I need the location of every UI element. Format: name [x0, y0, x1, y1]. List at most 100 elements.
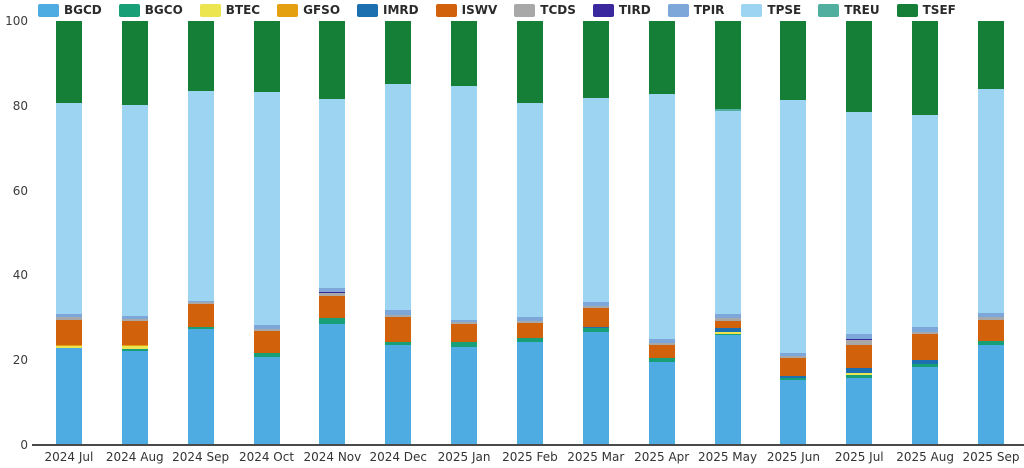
bar-segment-tcds: [253, 328, 280, 331]
bar-segment-bgcd: [187, 328, 214, 445]
x-axis-label: 2025 Jun: [766, 450, 820, 464]
bar-segment-iswv: [451, 324, 478, 343]
plot-area: [36, 21, 1024, 445]
legend-item-tcds[interactable]: TCDS: [514, 3, 576, 17]
x-axis-label: 2024 Aug: [105, 450, 164, 464]
legend-swatch-tcds: [514, 3, 536, 17]
bar-segment-iswv: [780, 357, 807, 376]
x-axis-label: 2024 Nov: [303, 450, 362, 464]
y-axis-tick-label-40: 40: [12, 268, 28, 283]
bar-segment-bgco: [912, 363, 939, 367]
bar-segment-tpse: [319, 99, 346, 288]
bar-segment-btec: [121, 345, 148, 349]
legend-item-tpse[interactable]: TPSE: [741, 3, 801, 17]
bar-segment-tpir: [55, 313, 82, 317]
bar-segment-tcds: [846, 339, 873, 345]
bar-segment-tpse: [451, 85, 478, 321]
bar-segment-tpse: [846, 112, 873, 335]
bar-segment-tsef: [451, 21, 478, 86]
bar-segment-iswv: [714, 320, 741, 329]
bar-segment-tird: [846, 338, 873, 340]
legend-label: BGCD: [64, 3, 102, 17]
bar-segment-tsef: [780, 21, 807, 100]
bar-segment-iswv: [912, 334, 939, 361]
bar-segment-iswv: [121, 321, 148, 345]
bar-segment-tpir: [319, 287, 346, 292]
bar-segment-tird: [319, 291, 346, 293]
bar-2024-nov: [299, 21, 365, 445]
x-axis-label: 2024 Oct: [238, 450, 295, 464]
legend-item-imrd[interactable]: IMRD: [357, 3, 419, 17]
bar-segment-tpir: [977, 312, 1004, 317]
x-axis: 2024 Jul 2024 Aug 2024 Sep 2024 Oct 2024 Nov…: [36, 450, 1024, 464]
bar-segment-iswv: [385, 317, 412, 342]
bar-segment-bgcd: [780, 380, 807, 445]
bar-segment-tsef: [714, 21, 741, 110]
bar-segment-gfso: [121, 344, 148, 346]
bar-segment-treu: [714, 109, 741, 111]
legend-item-tpir[interactable]: TPIR: [667, 3, 725, 17]
legend-item-btec[interactable]: BTEC: [199, 3, 261, 17]
y-axis: 0 20 40 60 80 100: [0, 14, 30, 452]
bar-segment-imrd: [846, 368, 873, 374]
legend-item-treu[interactable]: TREU: [818, 3, 880, 17]
y-axis-tick-label-80: 80: [12, 98, 28, 113]
legend-item-tird[interactable]: TIRD: [592, 3, 651, 17]
bar-segment-imrd: [912, 360, 939, 364]
bar-segment-bgco: [516, 338, 543, 343]
bar-segment-tpir: [121, 316, 148, 320]
legend-item-iswv[interactable]: ISWV: [435, 3, 498, 17]
bar-segment-imrd: [582, 326, 609, 329]
bar-segment-bgcd: [648, 362, 675, 445]
bar-segment-gfso: [55, 344, 82, 346]
bar-segment-bgcd: [121, 350, 148, 445]
bar-segment-tpir: [846, 334, 873, 339]
legend: BGCD BGCO BTEC GFSO IMRD ISWV TCDS TIRD TPIR TPSE…: [38, 3, 956, 17]
bar-segment-bgco: [582, 328, 609, 332]
bar-segment-tpse: [977, 88, 1004, 313]
legend-label: TPIR: [693, 3, 725, 17]
bar-2024-aug: [102, 21, 168, 445]
bar-segment-tpse: [912, 115, 939, 327]
legend-swatch-btec: [199, 3, 221, 17]
legend-item-tsef[interactable]: TSEF: [896, 3, 956, 17]
bar-segment-tpse: [121, 105, 148, 317]
legend-label: BTEC: [225, 3, 261, 17]
bar-segment-tpir: [187, 300, 214, 303]
bar-segment-tpir: [780, 353, 807, 357]
legend-label: ISWV: [461, 3, 498, 17]
bar-segment-tpir: [912, 326, 939, 332]
bar-segment-bgco: [648, 357, 675, 363]
bar-segment-tsef: [648, 21, 675, 94]
x-axis-label: 2025 Sep: [962, 450, 1020, 464]
bar-segment-tsef: [516, 21, 543, 103]
bar-segment-tpse: [385, 84, 412, 311]
bar-segment-iswv: [55, 319, 82, 345]
x-axis-line: [32, 444, 1024, 446]
legend-label: TREU: [844, 3, 880, 17]
bar-segment-tsef: [55, 21, 82, 103]
bar-segment-tpse: [780, 99, 807, 354]
legend-item-gfso[interactable]: GFSO: [277, 3, 340, 17]
bar-segment-bgco: [977, 341, 1004, 345]
legend-swatch-imrd: [357, 3, 379, 17]
bar-2025-aug: [892, 21, 958, 445]
bar-segment-tcds: [319, 292, 346, 296]
bar-segment-tcds: [451, 322, 478, 325]
bar-segment-bgcd: [319, 323, 346, 445]
legend-item-bgcd[interactable]: BGCD: [38, 3, 102, 17]
legend-item-bgco[interactable]: BGCO: [118, 3, 183, 17]
bar-2024-dec: [365, 21, 431, 445]
legend-label: GFSO: [303, 3, 341, 17]
legend-swatch-bgcd: [38, 3, 59, 17]
bar-2025-may: [695, 21, 761, 445]
bar-segment-tsef: [187, 21, 214, 91]
y-axis-tick-label-20: 20: [12, 353, 28, 368]
legend-label: TSEF: [922, 3, 956, 17]
bar-segment-tpse: [253, 91, 280, 325]
bar-segment-imrd: [780, 375, 807, 379]
bar-segment-tpir: [451, 320, 478, 323]
bar-segment-bgcd: [582, 331, 609, 445]
bar-segment-tcds: [55, 317, 82, 320]
